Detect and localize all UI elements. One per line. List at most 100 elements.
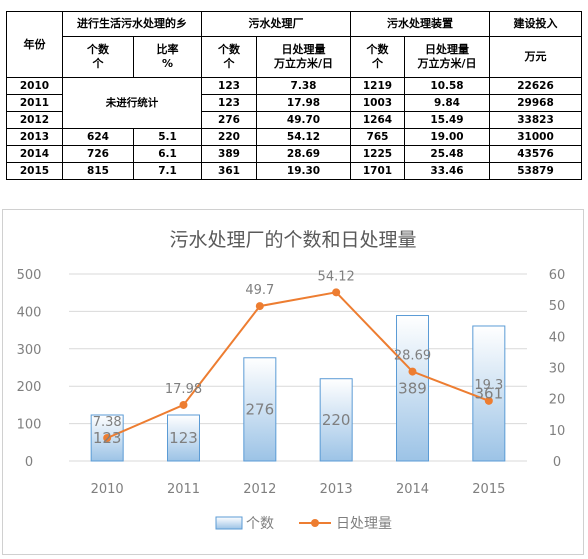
table-cell: 2014 [6, 145, 63, 163]
subheader-cell: 个数个 [350, 36, 405, 78]
y-tick-label: 0 [25, 455, 33, 470]
table-cell: 726 [62, 145, 134, 163]
line-data-label: 17.98 [165, 382, 202, 397]
table-cell: 17.98 [256, 94, 351, 112]
x-tick-label: 2012 [243, 482, 276, 497]
table-cell: 33.46 [404, 162, 490, 180]
table-cell: 2013 [6, 128, 63, 146]
line-point [484, 396, 493, 405]
header-town-treatment: 进行生活污水处理的乡 [62, 11, 202, 37]
table-subheader-row: 个数个比率% 个数个日处理量 万立方米/日 个数个日处理量 万立方米/日 万元 [7, 36, 582, 78]
subheader-cell: 个数个 [62, 36, 134, 78]
y2-tick-label: 30 [549, 362, 566, 377]
subheader-label: 日处理量 [281, 43, 326, 56]
subheader-label: 万元 [524, 50, 547, 63]
table-cell: 624 [62, 128, 134, 146]
table-cell: 7.38 [256, 77, 351, 95]
bar-data-label: 123 [93, 429, 122, 447]
subheader-unit: 个 [223, 57, 235, 70]
line-series [106, 291, 490, 439]
table-cell: 6.1 [133, 145, 202, 163]
table-row: 2010 未进行统计 123 7.38 1219 10.58 22626 [6, 77, 582, 129]
line-point [255, 302, 264, 311]
line-data-label: 19.3 [474, 378, 503, 393]
table-cell: 22626 [489, 77, 582, 95]
y2-tick-label: 40 [549, 330, 566, 345]
table-cell: 7.1 [133, 162, 202, 180]
bar-data-label: 220 [322, 411, 351, 429]
table-cell: 54.12 [256, 128, 351, 146]
subheader-label: 个数 [218, 43, 240, 56]
y2-tick-label: 0 [553, 455, 561, 470]
table-header-row: 年份 进行生活污水处理的乡 污水处理厂 污水处理装置 建设投入 [6, 11, 582, 78]
line-point [332, 288, 341, 297]
table-row: 2012 276 49.70 1264 15.49 33823 [6, 111, 582, 129]
table-cell: 53879 [489, 162, 582, 180]
table-row: 2013 624 5.1 220 54.12 765 19.00 31000 [6, 128, 582, 146]
table-cell: 10.58 [404, 77, 490, 95]
table-cell: 815 [62, 162, 134, 180]
legend-line-label: 日处理量 [336, 516, 392, 532]
bar-data-label: 361 [475, 384, 504, 402]
table-cell: 31000 [489, 128, 582, 146]
table-cell: 19.30 [256, 162, 351, 180]
subheader-cell: 日处理量 万立方米/日 [404, 36, 490, 78]
y-tick-label: 400 [17, 305, 42, 320]
x-tick-label: 2010 [91, 482, 124, 497]
table-cell: 28.69 [256, 145, 351, 163]
table-cell: 2012 [6, 111, 63, 129]
line-point [179, 400, 188, 409]
chart-panel: 污水处理厂的个数和日处理量 0 100 200 300 400 500 0 10 20 30 40 5… [2, 209, 584, 555]
table-cell: 1219 [350, 77, 405, 95]
subheader-cell: 日处理量 万立方米/日 [256, 36, 351, 78]
x-tick-label: 2014 [396, 482, 429, 497]
subheader-cell: 个数个 [201, 36, 257, 78]
table-row: 2011 123 17.98 1003 9.84 29968 [6, 94, 582, 112]
table-cell: 9.84 [404, 94, 490, 112]
line-point [103, 433, 112, 442]
subheader-unit: 个 [372, 57, 383, 70]
table-cell: 2015 [6, 162, 63, 180]
legend-bar-swatch [215, 516, 243, 530]
statistics-table: 年份 进行生活污水处理的乡 污水处理厂 污水处理装置 建设投入 个数个比率% 个数… [6, 11, 582, 180]
combo-chart: 污水处理厂的个数和日处理量 0 100 200 300 400 500 0 10 20 30 40 5… [17, 229, 566, 532]
subheader-cell: 比率% [133, 36, 202, 78]
subheader-unit: 万立方米/日 [417, 57, 477, 70]
table-row: 2014 726 6.1 389 28.69 1225 25.48 43576 [6, 145, 582, 163]
table-cell: 123 [201, 77, 257, 95]
header-investment: 建设投入 [489, 11, 582, 37]
legend-bar-label: 个数 [246, 516, 274, 532]
table-row: 2015 815 7.1 361 19.30 1701 33.46 53879 [6, 162, 582, 180]
line-point [408, 367, 417, 376]
table-cell: 49.70 [256, 111, 351, 129]
table-cell: 765 [350, 128, 405, 146]
chart-title: 污水处理厂的个数和日处理量 [169, 229, 416, 251]
table-cell: 19.00 [404, 128, 490, 146]
y-tick-label: 100 [17, 418, 42, 433]
table-cell: 361 [201, 162, 257, 180]
not-counted-cell: 未进行统计 [62, 77, 202, 129]
y2-tick-label: 10 [549, 424, 566, 439]
line-data-label: 49.7 [245, 283, 274, 298]
subheader-label: 日处理量 [425, 43, 469, 56]
bar [167, 414, 200, 462]
header-treatment-plant: 污水处理厂 [201, 11, 351, 37]
subheader-unit: % [161, 57, 174, 70]
subheader-label: 个数 [366, 43, 389, 56]
y2-tick-label: 20 [549, 393, 566, 408]
table-cell: 220 [201, 128, 257, 146]
bar-data-label: 123 [169, 429, 198, 447]
x-tick-label: 2015 [472, 482, 505, 497]
table-cell: 25.48 [404, 145, 490, 163]
y-tick-label: 500 [17, 268, 42, 283]
subheader-unit: 万立方米/日 [273, 57, 334, 70]
table-cell: 389 [201, 145, 257, 163]
subheader-label: 比率 [156, 43, 179, 56]
y2-tick-label: 50 [549, 299, 566, 314]
subheader-label: 个数 [87, 43, 109, 56]
table-cell: 15.49 [404, 111, 490, 129]
table-cell: 1264 [350, 111, 405, 129]
line-data-label: 54.12 [318, 269, 355, 284]
bar [396, 315, 429, 462]
legend-line-marker [311, 519, 319, 527]
